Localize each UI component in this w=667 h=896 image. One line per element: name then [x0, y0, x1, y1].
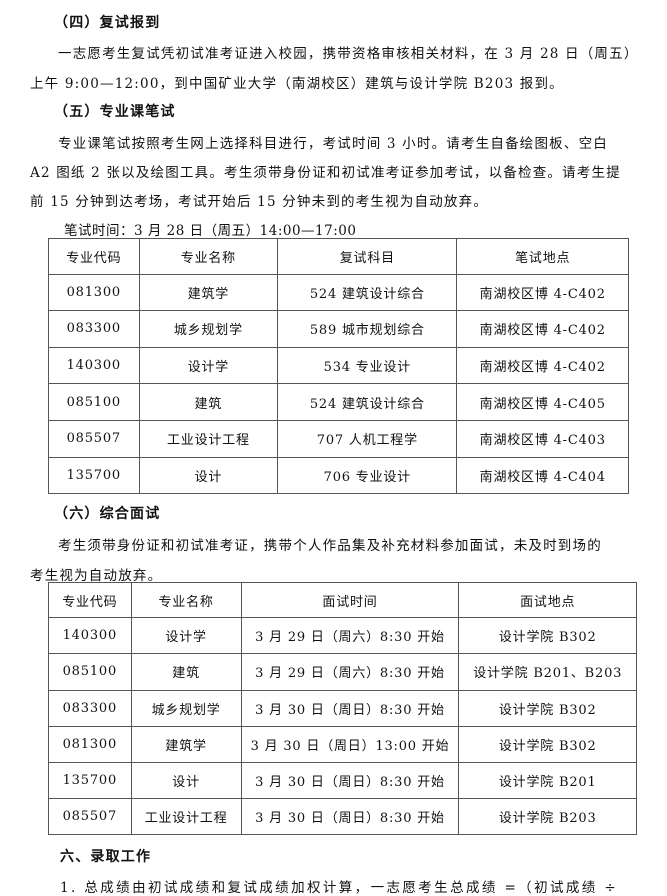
table-cell: 城乡规划学	[130, 689, 242, 727]
paragraph: A2 图纸 2 张以及绘图工具。考生须带身份证和初试准考证参加考试，以备检查。请…	[30, 165, 621, 181]
section-heading-reexam-registration: （四）复试报到	[54, 15, 161, 31]
table-cell: 南湖校区博 4-C402	[456, 310, 629, 348]
table-cell: 589 城市规划综合	[277, 310, 458, 348]
paragraph: 考生须带身份证和初试准考证，携带个人作品集及补充材料参加面试，未及时到场的	[58, 538, 602, 554]
table-cell: 085100	[48, 383, 140, 421]
table-cell: 设计学院 B201	[458, 761, 637, 800]
table-cell: 140300	[48, 617, 132, 655]
table-cell: 设计	[138, 456, 279, 495]
exam-time: 笔试时间：3 月 28 日（周五）14:00—17:00	[64, 223, 357, 239]
section-heading-written-exam: （五）专业课笔试	[54, 104, 176, 120]
table-cell: 085507	[48, 798, 132, 836]
table-cell: 135700	[48, 456, 140, 495]
table-cell: 534 专业设计	[277, 346, 458, 385]
table-row: 081300 建筑学 3 月 30 日（周日）13:00 开始 设计学院 B302	[48, 725, 637, 763]
table-cell: 南湖校区博 4-C402	[456, 273, 629, 312]
table-row: 081300 建筑学 524 建筑设计综合 南湖校区博 4-C402	[48, 273, 629, 312]
table-cell: 设计学	[130, 617, 242, 655]
table-cell: 南湖校区博 4-C404	[456, 456, 629, 495]
table-cell: 设计学院 B302	[458, 725, 637, 763]
table-cell: 工业设计工程	[130, 798, 242, 836]
column-header: 专业代码	[48, 238, 140, 275]
table-cell: 南湖校区博 4-C405	[456, 383, 629, 421]
column-header: 面试地点	[458, 581, 637, 619]
paragraph: 一志愿考生复试凭初试准考证进入校园，携带资格审核相关材料，在 3 月 28 日（…	[58, 46, 639, 62]
table-cell: 设计学	[138, 346, 279, 385]
column-header: 面试时间	[240, 581, 460, 619]
table-row: 135700 设计 706 专业设计 南湖校区博 4-C404	[48, 456, 629, 495]
table-row: 085100 建筑 524 建筑设计综合 南湖校区博 4-C405	[48, 383, 629, 421]
column-header: 专业名称	[138, 238, 279, 275]
paragraph: 1. 总成绩由初试成绩和复试成绩加权计算，一志愿考生总成绩 =（初试成绩 ÷	[60, 880, 619, 896]
table-row: 135700 设计 3 月 30 日（周日）8:30 开始 设计学院 B201	[48, 761, 637, 800]
paragraph: 专业课笔试按照考生网上选择科目进行，考试时间 3 小时。请考生自备绘图板、空白	[58, 136, 608, 152]
table-cell: 085100	[48, 653, 132, 691]
table-cell: 建筑学	[130, 725, 242, 763]
table-cell: 3 月 30 日（周日）8:30 开始	[240, 761, 460, 800]
table-cell: 设计	[130, 761, 242, 800]
table-cell: 城乡规划学	[138, 310, 279, 348]
section-heading-interview: （六）综合面试	[54, 506, 161, 522]
table-cell: 设计学院 B302	[458, 617, 637, 655]
table-cell: 建筑学	[138, 273, 279, 312]
table-row: 140300 设计学 3 月 29 日（周六）8:30 开始 设计学院 B302	[48, 617, 637, 655]
table-row: 085507 工业设计工程 707 人机工程学 南湖校区博 4-C403	[48, 419, 629, 458]
table-cell: 3 月 30 日（周日）13:00 开始	[240, 725, 460, 763]
column-header: 专业名称	[130, 581, 242, 619]
table-row: 083300 城乡规划学 3 月 30 日（周日）8:30 开始 设计学院 B302	[48, 689, 637, 727]
table-cell: 南湖校区博 4-C402	[456, 346, 629, 385]
table-cell: 3 月 30 日（周日）8:30 开始	[240, 798, 460, 836]
table-cell: 3 月 30 日（周日）8:30 开始	[240, 689, 460, 727]
table-row: 085507 工业设计工程 3 月 30 日（周日）8:30 开始 设计学院 B203	[48, 798, 637, 836]
table-cell: 135700	[48, 761, 132, 800]
table-cell: 081300	[48, 725, 132, 763]
table-row: 083300 城乡规划学 589 城市规划综合 南湖校区博 4-C402	[48, 310, 629, 348]
table-cell: 设计学院 B203	[458, 798, 637, 836]
table-header-row: 专业代码 专业名称 面试时间 面试地点	[48, 581, 637, 619]
written-exam-table: 专业代码 专业名称 复试科目 笔试地点 081300 建筑学 524 建筑设计综合 南湖校区博…	[48, 238, 629, 495]
table-header-row: 专业代码 专业名称 复试科目 笔试地点	[48, 238, 629, 275]
table-cell: 524 建筑设计综合	[277, 273, 458, 312]
table-cell: 140300	[48, 346, 140, 385]
interview-table: 专业代码 专业名称 面试时间 面试地点 140300 设计学 3 月 29 日（周六）8:3…	[48, 581, 637, 836]
table-cell: 524 建筑设计综合	[277, 383, 458, 421]
table-cell: 083300	[48, 310, 140, 348]
table-cell: 085507	[48, 419, 140, 458]
paragraph: 上午 9:00—12:00，到中国矿业大学（南湖校区）建筑与设计学院 B203 …	[30, 76, 564, 92]
table-cell: 设计学院 B302	[458, 689, 637, 727]
table-cell: 设计学院 B201、B203	[458, 653, 637, 691]
table-cell: 建筑	[130, 653, 242, 691]
section-heading-admission: 六、录取工作	[60, 849, 152, 865]
table-row: 085100 建筑 3 月 29 日（周六）8:30 开始 设计学院 B201、B20…	[48, 653, 637, 691]
column-header: 笔试地点	[456, 238, 629, 275]
column-header: 专业代码	[48, 581, 132, 619]
table-cell: 工业设计工程	[138, 419, 279, 458]
column-header: 复试科目	[277, 238, 458, 275]
paragraph: 前 15 分钟到达考场，考试开始后 15 分钟未到的考生视为自动放弃。	[30, 194, 489, 210]
table-cell: 3 月 29 日（周六）8:30 开始	[240, 653, 460, 691]
table-cell: 3 月 29 日（周六）8:30 开始	[240, 617, 460, 655]
table-cell: 081300	[48, 273, 140, 312]
table-cell: 706 专业设计	[277, 456, 458, 495]
table-row: 140300 设计学 534 专业设计 南湖校区博 4-C402	[48, 346, 629, 385]
paragraph: 考生视为自动放弃。	[30, 568, 163, 584]
table-cell: 083300	[48, 689, 132, 727]
table-cell: 建筑	[138, 383, 279, 421]
table-cell: 南湖校区博 4-C403	[456, 419, 629, 458]
table-cell: 707 人机工程学	[277, 419, 458, 458]
